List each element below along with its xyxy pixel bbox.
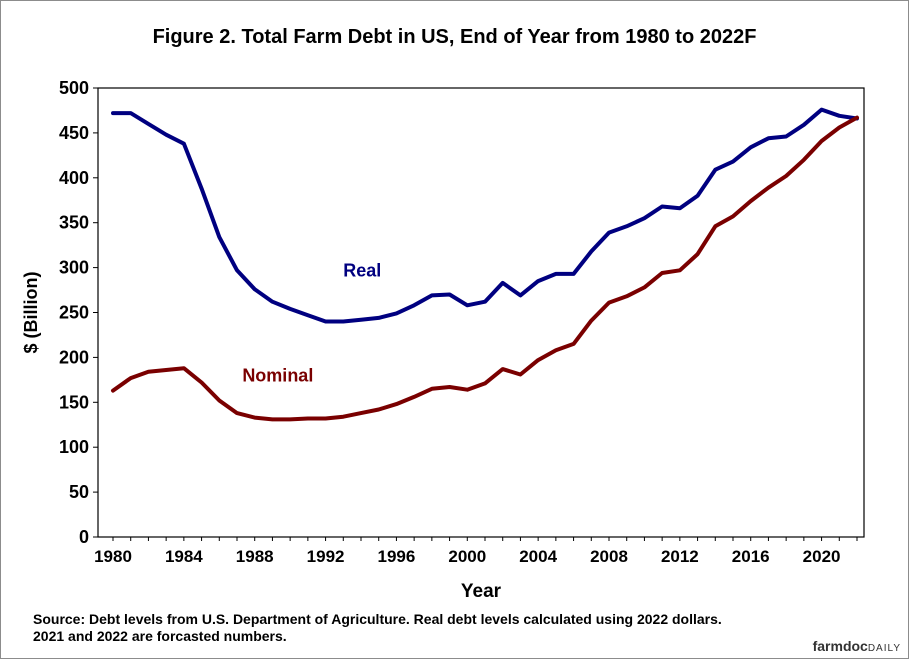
- y-tick-label: 250: [59, 303, 89, 323]
- x-tick-label: 2004: [519, 547, 557, 566]
- brand-logo: farmdocDAILY: [813, 638, 901, 654]
- source-line-1: Source: Debt levels from U.S. Department…: [33, 611, 722, 627]
- x-tick-label: 2012: [661, 547, 699, 566]
- series-line-nominal: [111, 115, 859, 422]
- x-tick-label: 2008: [590, 547, 628, 566]
- y-tick-label: 200: [59, 347, 89, 367]
- x-tick-label: 1992: [307, 547, 345, 566]
- label-nominal: Nominal: [242, 366, 313, 386]
- x-tick-label: 2016: [732, 547, 770, 566]
- y-tick-label: 350: [59, 213, 89, 233]
- y-tick-label: 150: [59, 392, 89, 412]
- source-line-2: 2021 and 2022 are forcasted numbers.: [33, 628, 287, 644]
- y-tick-label: 300: [59, 258, 89, 278]
- x-tick-label: 1988: [236, 547, 274, 566]
- x-tick-label: 1984: [165, 547, 203, 566]
- label-real: Real: [343, 261, 381, 281]
- x-tick-label: 2000: [448, 547, 486, 566]
- source-note: Source: Debt levels from U.S. Department…: [33, 611, 722, 645]
- chart-title: Figure 2. Total Farm Debt in US, End of …: [152, 26, 757, 48]
- brand-part2: DAILY: [867, 643, 901, 654]
- x-tick-label: 1980: [94, 547, 132, 566]
- y-tick-label: 500: [59, 78, 89, 98]
- y-axis-label: $ (Billion): [21, 272, 41, 354]
- brand-part1: farmdoc: [812, 638, 868, 654]
- x-tick-label: 1996: [378, 547, 416, 566]
- y-tick-label: 50: [69, 482, 89, 502]
- plot-area: [97, 87, 865, 538]
- y-tick-label: 0: [79, 527, 89, 547]
- y-tick-label: 100: [59, 437, 89, 457]
- x-tick-label: 2020: [803, 547, 841, 566]
- series-line-real: [111, 107, 859, 324]
- y-tick-label: 400: [59, 168, 89, 188]
- x-axis-label: Year: [461, 581, 502, 602]
- y-tick-label: 450: [59, 123, 89, 143]
